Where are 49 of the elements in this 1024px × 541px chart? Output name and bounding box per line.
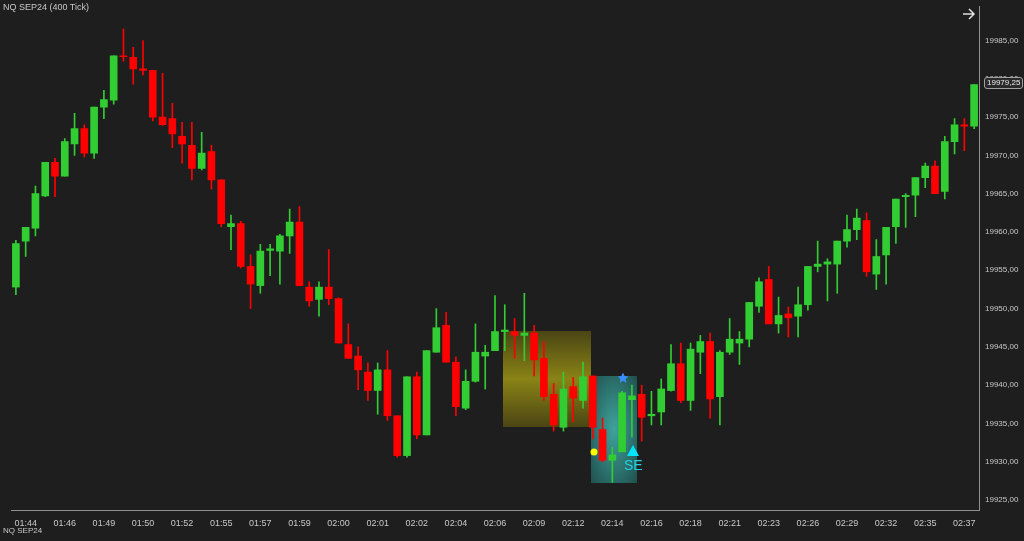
x-tick-label: 02:23 xyxy=(757,517,781,528)
candlestick xyxy=(500,304,509,352)
x-tick-label: 01:44 xyxy=(14,517,37,528)
x-tick-label: 02:01 xyxy=(366,517,389,528)
text: 19979,25 xyxy=(984,77,1024,89)
candlestick xyxy=(324,249,333,306)
y-tick-label: 19925,00 xyxy=(985,495,1019,505)
chart-title: NQ SEP24 (400 Tick) xyxy=(3,2,90,12)
y-tick-label: 19985,00 xyxy=(985,35,1019,45)
candlestick xyxy=(227,214,235,250)
x-tick-label: 02:09 xyxy=(522,517,546,528)
x-tick-label: 01:50 xyxy=(131,517,155,528)
y-tick-label: 19975,00 xyxy=(985,112,1019,122)
x-tick-label: 02:00 xyxy=(327,517,350,528)
candlestick xyxy=(628,384,636,438)
y-tick-label: 19965,00 xyxy=(985,188,1019,198)
x-tick-label: 02:06 xyxy=(483,517,507,528)
x-tick-label: 01:52 xyxy=(170,517,194,528)
candlestick xyxy=(178,122,186,164)
y-tick-label: 19935,00 xyxy=(985,418,1019,428)
x-tick-label: 02:16 xyxy=(640,517,663,528)
x-tick-label: 02:21 xyxy=(718,517,741,528)
x-tick-label: 02:12 xyxy=(561,517,585,528)
y-tick-label: 19960,00 xyxy=(985,227,1019,237)
x-tick-label: 02:02 xyxy=(405,517,429,528)
x-tick-label: 02:37 xyxy=(953,517,976,528)
y-tick-label: 19930,00 xyxy=(985,456,1019,466)
x-tick-label: 02:29 xyxy=(835,517,859,528)
y-tick-label: 19940,00 xyxy=(985,380,1019,390)
candlestick xyxy=(139,40,147,76)
x-tick-label: 02:04 xyxy=(444,517,468,528)
x-tick-label: 01:46 xyxy=(53,517,77,528)
x-tick-label: 02:14 xyxy=(601,517,624,528)
y-tick-label: 19950,00 xyxy=(985,303,1019,313)
y-tick-label: 19970,00 xyxy=(985,150,1019,160)
x-tick-label: 01:49 xyxy=(92,517,116,528)
text: NQ SEP24 xyxy=(3,526,43,535)
candlestick xyxy=(481,345,490,390)
x-tick-label: 01:59 xyxy=(288,517,311,528)
x-tick-label: 02:18 xyxy=(679,517,702,528)
x-tick-label: 02:26 xyxy=(796,517,820,528)
x-tick-label: 01:55 xyxy=(209,517,233,528)
x-tick-label: 01:57 xyxy=(249,517,272,528)
x-tick-label: 02:32 xyxy=(874,517,898,528)
y-tick-label: 19955,00 xyxy=(985,265,1019,275)
y-tick-label: 19945,00 xyxy=(985,342,1019,352)
annotation: SE xyxy=(624,457,643,473)
candlestick xyxy=(266,243,274,276)
x-tick-label: 02:35 xyxy=(913,517,937,528)
